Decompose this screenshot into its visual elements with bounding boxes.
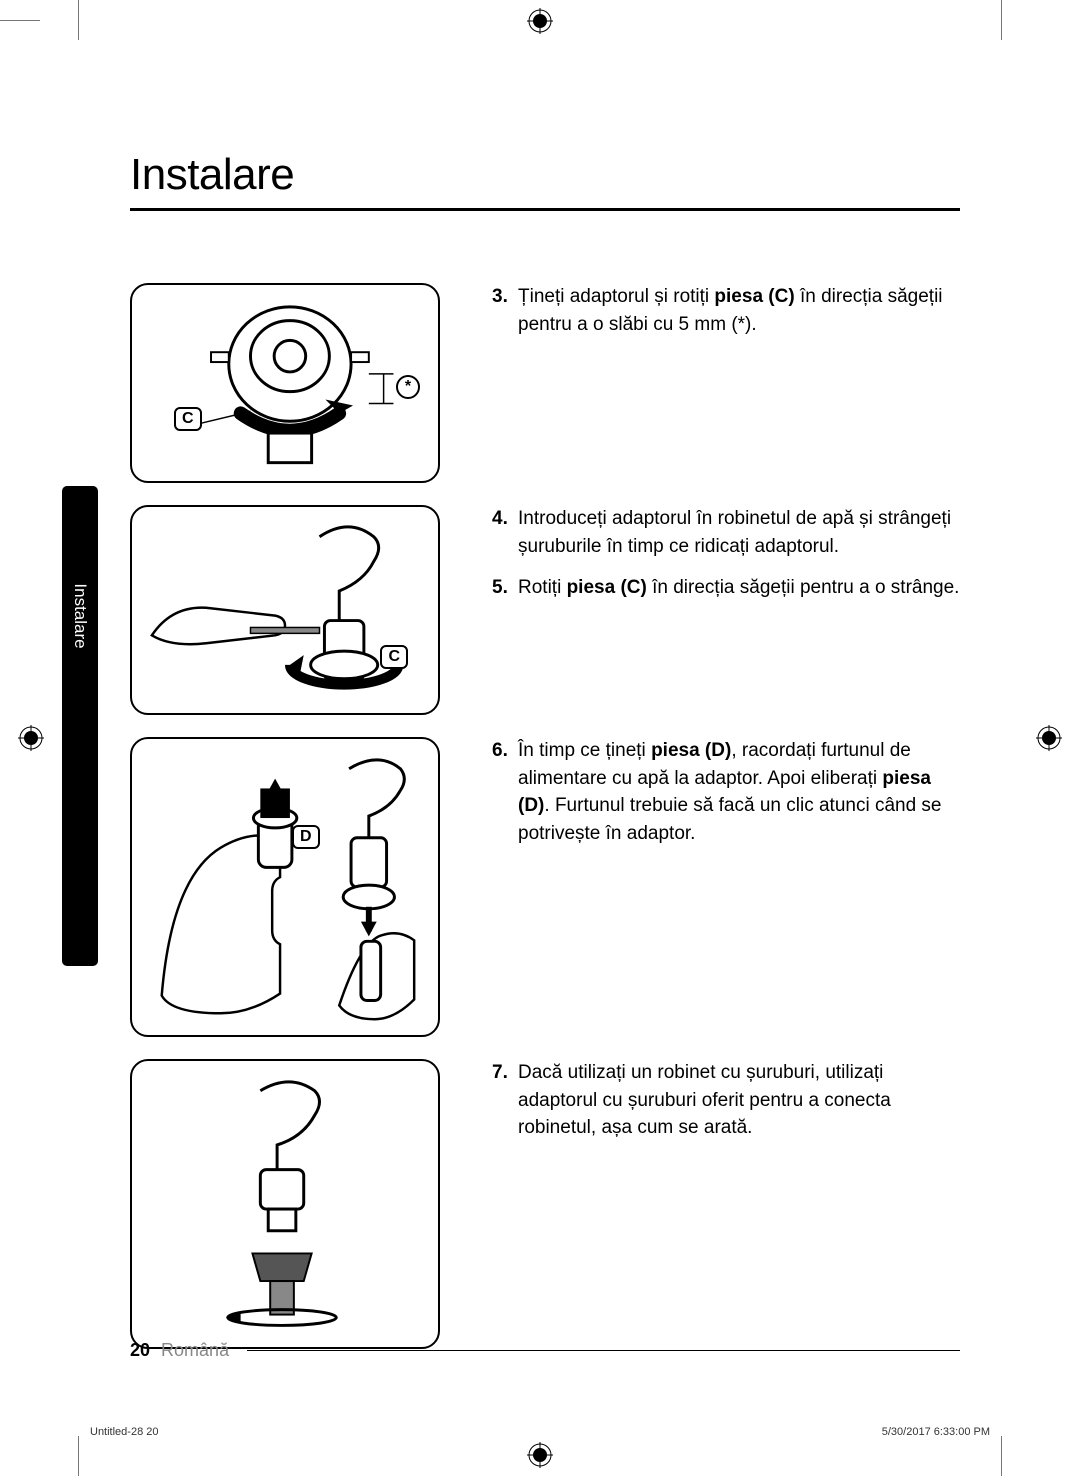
step-number: 7. xyxy=(492,1059,518,1142)
step-text: Introduceți adaptorul în robinetul de ap… xyxy=(518,505,960,560)
step-3: 3. Țineți adaptorul și rotiți piesa (C) … xyxy=(492,283,960,338)
page: Instalare Instalare xyxy=(0,0,1080,1476)
step-number: 6. xyxy=(492,737,518,847)
adapter-diagram-icon xyxy=(142,295,428,473)
step-text: Dacă utilizați un robinet cu șuruburi, u… xyxy=(518,1059,960,1142)
step-text: Rotiți piesa (C) în direcția săgeții pen… xyxy=(518,574,960,602)
callout-label-c: C xyxy=(174,407,202,431)
content-area: Instalare xyxy=(130,150,960,1371)
registration-mark-icon xyxy=(18,725,44,751)
page-language: Română xyxy=(161,1340,229,1360)
callout-label-d: D xyxy=(292,825,320,849)
print-slug-left: Untitled-28 20 xyxy=(90,1426,159,1438)
crop-mark xyxy=(1001,0,1002,40)
faucet-screwdriver-diagram-icon xyxy=(142,517,428,704)
hose-connect-diagram-icon xyxy=(142,749,428,1025)
registration-mark-icon xyxy=(527,1442,553,1468)
instruction-row: D 6. În timp ce țineți piesa (D), racord… xyxy=(130,737,960,1037)
step-5: 5. Rotiți piesa (C) în direcția săgeții … xyxy=(492,574,960,602)
screw-adapter-diagram-icon xyxy=(142,1071,428,1337)
registration-mark-icon xyxy=(1036,725,1062,751)
title-rule xyxy=(130,208,960,211)
figure-box-step7 xyxy=(130,1059,440,1349)
page-number: 20 xyxy=(130,1340,150,1360)
page-number-block: 20 Română xyxy=(130,1340,229,1361)
step-number: 4. xyxy=(492,505,518,560)
crop-mark xyxy=(0,20,40,21)
step-number: 3. xyxy=(492,283,518,338)
instruction-row: C 4. Introduceți adaptorul în robinetul … xyxy=(130,505,960,715)
section-tab: Instalare xyxy=(62,486,98,966)
figure-box-step3: C * xyxy=(130,283,440,483)
step-4: 4. Introduceți adaptorul în robinetul de… xyxy=(492,505,960,560)
step-7: 7. Dacă utilizați un robinet cu șuruburi… xyxy=(492,1059,960,1142)
callout-label-c: C xyxy=(380,645,408,669)
print-slug-right: 5/30/2017 6:33:00 PM xyxy=(882,1426,990,1438)
step-text: Țineți adaptorul și rotiți piesa (C) în … xyxy=(518,283,960,338)
callout-label-star: * xyxy=(396,375,420,399)
page-footer: 20 Română xyxy=(130,1340,960,1361)
crop-mark xyxy=(78,0,79,40)
page-title: Instalare xyxy=(130,150,960,200)
footer-rule xyxy=(247,1350,960,1351)
step-6: 6. În timp ce țineți piesa (D), racordaț… xyxy=(492,737,960,847)
crop-mark xyxy=(78,1436,79,1476)
figure-box-step4-5: C xyxy=(130,505,440,715)
registration-mark-icon xyxy=(527,8,553,34)
step-text: În timp ce țineți piesa (D), racordați f… xyxy=(518,737,960,847)
step-number: 5. xyxy=(492,574,518,602)
instruction-row: 7. Dacă utilizați un robinet cu șuruburi… xyxy=(130,1059,960,1349)
instruction-row: C * 3. Țineți adaptorul și rotiți piesa … xyxy=(130,283,960,483)
crop-mark xyxy=(1001,1436,1002,1476)
figure-box-step6: D xyxy=(130,737,440,1037)
section-tab-label: Instalare xyxy=(70,583,90,648)
